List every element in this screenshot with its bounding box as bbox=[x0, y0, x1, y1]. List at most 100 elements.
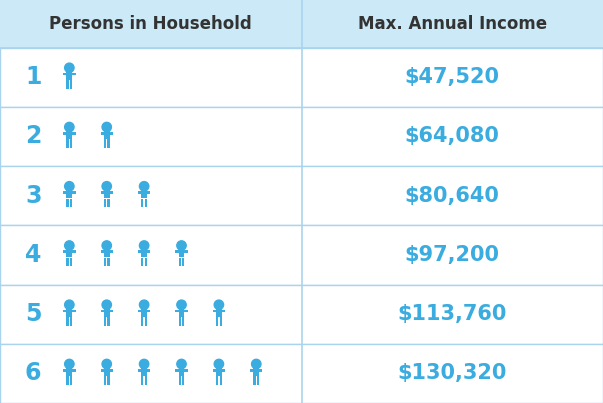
FancyBboxPatch shape bbox=[104, 317, 106, 326]
FancyBboxPatch shape bbox=[253, 365, 259, 376]
FancyBboxPatch shape bbox=[107, 199, 110, 207]
FancyBboxPatch shape bbox=[66, 317, 69, 326]
FancyBboxPatch shape bbox=[141, 306, 147, 317]
Text: 6: 6 bbox=[25, 361, 42, 385]
FancyBboxPatch shape bbox=[101, 191, 104, 194]
FancyBboxPatch shape bbox=[110, 369, 113, 372]
FancyBboxPatch shape bbox=[107, 258, 110, 266]
FancyBboxPatch shape bbox=[178, 306, 185, 317]
FancyBboxPatch shape bbox=[66, 365, 72, 376]
FancyBboxPatch shape bbox=[0, 166, 603, 225]
FancyBboxPatch shape bbox=[66, 258, 69, 266]
FancyBboxPatch shape bbox=[70, 258, 72, 266]
FancyBboxPatch shape bbox=[145, 258, 147, 266]
Ellipse shape bbox=[65, 359, 74, 369]
FancyBboxPatch shape bbox=[219, 376, 222, 385]
FancyBboxPatch shape bbox=[141, 258, 144, 266]
FancyBboxPatch shape bbox=[72, 132, 75, 135]
FancyBboxPatch shape bbox=[145, 376, 147, 385]
FancyBboxPatch shape bbox=[66, 139, 69, 148]
FancyBboxPatch shape bbox=[107, 376, 110, 385]
Ellipse shape bbox=[65, 123, 74, 132]
Text: $113,760: $113,760 bbox=[397, 304, 507, 324]
Ellipse shape bbox=[139, 300, 149, 310]
Ellipse shape bbox=[102, 359, 112, 369]
FancyBboxPatch shape bbox=[141, 376, 144, 385]
FancyBboxPatch shape bbox=[72, 369, 75, 372]
FancyBboxPatch shape bbox=[141, 187, 147, 198]
Text: 3: 3 bbox=[25, 184, 42, 208]
FancyBboxPatch shape bbox=[66, 69, 72, 80]
FancyBboxPatch shape bbox=[72, 73, 75, 75]
Ellipse shape bbox=[102, 300, 112, 310]
Text: 4: 4 bbox=[25, 243, 42, 267]
Text: 2: 2 bbox=[25, 125, 42, 148]
FancyBboxPatch shape bbox=[138, 191, 141, 194]
FancyBboxPatch shape bbox=[104, 365, 110, 376]
FancyBboxPatch shape bbox=[101, 132, 104, 135]
FancyBboxPatch shape bbox=[72, 310, 75, 312]
FancyBboxPatch shape bbox=[0, 0, 603, 48]
Text: $47,520: $47,520 bbox=[405, 67, 500, 87]
Ellipse shape bbox=[177, 300, 186, 310]
Text: $97,200: $97,200 bbox=[405, 245, 500, 265]
FancyBboxPatch shape bbox=[101, 369, 104, 372]
Ellipse shape bbox=[214, 359, 224, 369]
Text: $130,320: $130,320 bbox=[397, 364, 507, 383]
FancyBboxPatch shape bbox=[138, 250, 141, 253]
Ellipse shape bbox=[139, 359, 149, 369]
FancyBboxPatch shape bbox=[104, 247, 110, 258]
Text: 1: 1 bbox=[25, 65, 42, 89]
FancyBboxPatch shape bbox=[222, 310, 225, 312]
FancyBboxPatch shape bbox=[104, 258, 106, 266]
FancyBboxPatch shape bbox=[104, 306, 110, 317]
FancyBboxPatch shape bbox=[0, 107, 603, 166]
FancyBboxPatch shape bbox=[107, 139, 110, 148]
FancyBboxPatch shape bbox=[175, 250, 178, 253]
FancyBboxPatch shape bbox=[70, 376, 72, 385]
Ellipse shape bbox=[139, 241, 149, 250]
FancyBboxPatch shape bbox=[219, 317, 222, 326]
FancyBboxPatch shape bbox=[70, 80, 72, 89]
Ellipse shape bbox=[65, 63, 74, 73]
FancyBboxPatch shape bbox=[138, 369, 141, 372]
FancyBboxPatch shape bbox=[216, 317, 218, 326]
FancyBboxPatch shape bbox=[175, 369, 178, 372]
FancyBboxPatch shape bbox=[66, 247, 72, 258]
FancyBboxPatch shape bbox=[178, 258, 181, 266]
FancyBboxPatch shape bbox=[0, 225, 603, 285]
Ellipse shape bbox=[102, 241, 112, 250]
FancyBboxPatch shape bbox=[216, 365, 222, 376]
FancyBboxPatch shape bbox=[110, 310, 113, 312]
FancyBboxPatch shape bbox=[141, 247, 147, 258]
FancyBboxPatch shape bbox=[185, 250, 188, 253]
FancyBboxPatch shape bbox=[147, 369, 150, 372]
Ellipse shape bbox=[65, 241, 74, 250]
FancyBboxPatch shape bbox=[185, 310, 188, 312]
FancyBboxPatch shape bbox=[185, 369, 188, 372]
Ellipse shape bbox=[251, 359, 261, 369]
Ellipse shape bbox=[177, 241, 186, 250]
FancyBboxPatch shape bbox=[257, 376, 259, 385]
FancyBboxPatch shape bbox=[63, 73, 66, 75]
Ellipse shape bbox=[65, 300, 74, 310]
FancyBboxPatch shape bbox=[66, 128, 72, 139]
Ellipse shape bbox=[139, 182, 149, 191]
FancyBboxPatch shape bbox=[141, 317, 144, 326]
FancyBboxPatch shape bbox=[216, 376, 218, 385]
FancyBboxPatch shape bbox=[182, 258, 185, 266]
FancyBboxPatch shape bbox=[101, 250, 104, 253]
FancyBboxPatch shape bbox=[70, 199, 72, 207]
FancyBboxPatch shape bbox=[63, 369, 66, 372]
FancyBboxPatch shape bbox=[66, 80, 69, 89]
FancyBboxPatch shape bbox=[147, 310, 150, 312]
Text: $64,080: $64,080 bbox=[405, 127, 500, 146]
FancyBboxPatch shape bbox=[259, 369, 262, 372]
FancyBboxPatch shape bbox=[178, 376, 181, 385]
FancyBboxPatch shape bbox=[0, 344, 603, 403]
Text: 5: 5 bbox=[25, 302, 42, 326]
Text: $80,640: $80,640 bbox=[405, 186, 500, 206]
FancyBboxPatch shape bbox=[178, 365, 185, 376]
FancyBboxPatch shape bbox=[182, 376, 185, 385]
FancyBboxPatch shape bbox=[72, 191, 75, 194]
